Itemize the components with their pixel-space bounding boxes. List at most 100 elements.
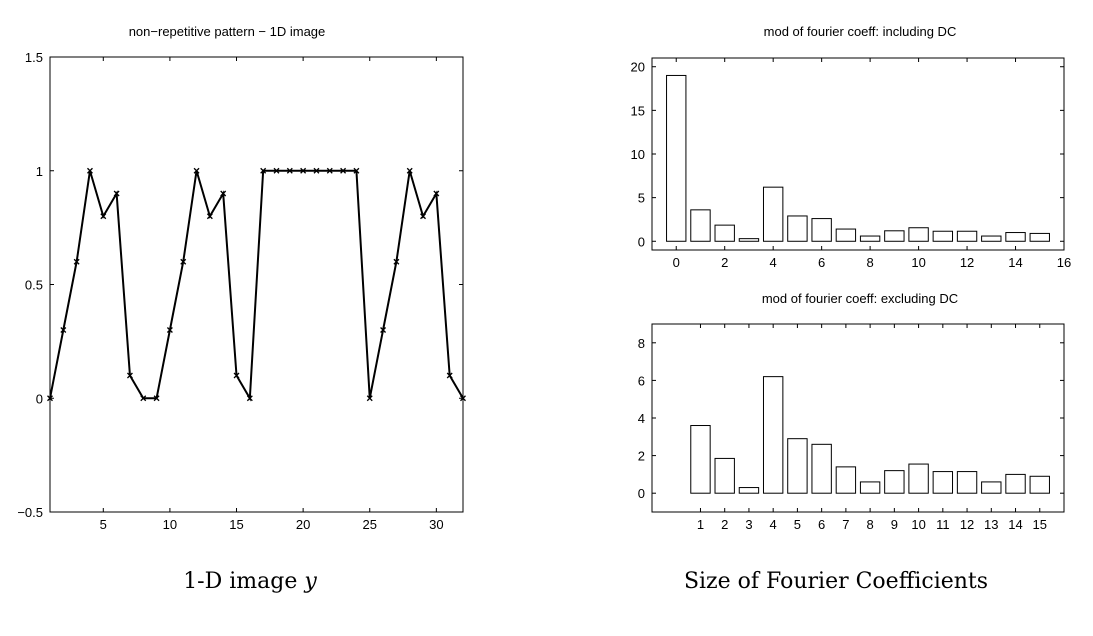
data-point: [220, 190, 227, 197]
bar: [859, 235, 881, 242]
x-tick-label: 10: [911, 517, 925, 532]
data-point: [326, 167, 333, 174]
bar-chart-including-dc-title: mod of fourier coeff: including DC: [764, 24, 957, 39]
line-chart-x-axis: 5 10 15 20 25 30: [100, 57, 444, 532]
data-point: [166, 327, 173, 333]
x-tick-label: 12: [960, 255, 974, 270]
data-point: [60, 327, 67, 333]
bar: [835, 228, 857, 242]
bar: [787, 215, 808, 242]
data-point: [153, 395, 160, 402]
x-tick-label: 14: [1008, 517, 1022, 532]
bar: [981, 235, 1002, 242]
bar-chart-including-dc-y-axis: 0 5 10 15 20: [631, 60, 1064, 249]
bar: [859, 481, 881, 494]
data-point: [366, 395, 373, 402]
x-tick-label: 1: [697, 517, 704, 532]
x-tick-label: 2: [721, 255, 728, 270]
bar: [738, 238, 760, 242]
y-tick-label: 0: [638, 486, 645, 501]
line-chart-1d-image: non−repetitive pattern − 1D image 5 10 15 2…: [17, 24, 466, 532]
bar: [908, 463, 929, 494]
x-tick-label: 30: [429, 517, 443, 532]
data-point: [286, 167, 293, 174]
data-point: [393, 258, 400, 265]
bar: [738, 487, 760, 494]
x-tick-label: 4: [770, 255, 777, 270]
bar: [932, 471, 954, 494]
data-point: [206, 213, 213, 220]
x-tick-label: 2: [721, 517, 728, 532]
bar: [714, 457, 735, 494]
data-point: [87, 167, 93, 174]
x-tick-label: 12: [960, 517, 974, 532]
y-tick-label: −0.5: [17, 505, 43, 520]
bar: [666, 74, 687, 242]
data-point: [353, 167, 360, 174]
bar-chart-excluding-dc-title: mod of fourier coeff: excluding DC: [762, 291, 958, 306]
bar-chart-including-dc: mod of fourier coeff: including DC 0 2 4 6 8…: [631, 24, 1072, 270]
y-tick-label: 0: [36, 391, 43, 406]
x-tick-label: 8: [867, 517, 874, 532]
bar: [787, 438, 808, 494]
data-point: [406, 167, 413, 174]
x-tick-label: 10: [911, 255, 925, 270]
x-tick-label: 25: [363, 517, 377, 532]
y-tick-label: 6: [638, 373, 645, 388]
line-chart-plot-area: [47, 167, 466, 402]
data-point: [260, 167, 267, 174]
left-caption: 1-D image y: [183, 569, 317, 594]
data-point: [380, 327, 387, 333]
line-chart-title: non−repetitive pattern − 1D image: [129, 24, 326, 39]
y-tick-label: 2: [638, 449, 645, 464]
x-tick-label: 16: [1057, 255, 1071, 270]
data-point: [100, 213, 107, 220]
y-tick-label: 4: [638, 411, 645, 426]
x-tick-label: 8: [867, 255, 874, 270]
bar: [811, 218, 832, 242]
data-point: [193, 167, 200, 174]
bar: [762, 376, 784, 494]
bar-chart-excluding-dc-frame: [651, 323, 1065, 513]
x-tick-label: 3: [745, 517, 752, 532]
data-point: [180, 258, 187, 265]
bar: [884, 230, 905, 242]
bar: [1005, 232, 1026, 242]
line-chart-y-axis: −0.5 0 0.5 1 1.5: [17, 50, 463, 520]
data-point: [300, 167, 307, 174]
x-tick-label: 5: [794, 517, 801, 532]
bar: [956, 471, 978, 494]
bar: [835, 466, 857, 494]
right-caption: Size of Fourier Coefficients: [684, 569, 988, 594]
bar-chart-excluding-dc-y-axis: 0 2 4 6 8: [638, 336, 1064, 501]
x-tick-label: 11: [936, 517, 950, 532]
data-point: [420, 213, 426, 220]
y-tick-label: 0.5: [25, 278, 43, 293]
x-tick-label: 20: [296, 517, 310, 532]
bar: [1029, 232, 1050, 242]
data-point: [340, 167, 347, 174]
bar-chart-including-dc-plot-area: [666, 74, 1050, 242]
y-tick-label: 5: [638, 191, 645, 206]
y-tick-label: 1.5: [25, 50, 43, 65]
bar: [1029, 475, 1050, 494]
data-point: [433, 190, 440, 197]
bar-chart-including-dc-x-axis: 0 2 4 6 8 10 12 14 16: [673, 58, 1071, 270]
y-tick-label: 10: [631, 147, 645, 162]
bar: [714, 224, 735, 242]
y-tick-label: 0: [638, 234, 645, 249]
bar: [981, 481, 1002, 494]
data-point: [113, 190, 120, 197]
bar: [690, 425, 711, 494]
y-tick-label: 20: [631, 60, 645, 75]
data-point: [460, 395, 466, 402]
data-point: [47, 395, 53, 402]
x-tick-label: 4: [770, 517, 777, 532]
bar-chart-excluding-dc-plot-area: [690, 376, 1050, 494]
y-tick-label: 15: [631, 103, 645, 118]
x-tick-label: 7: [842, 517, 849, 532]
bar: [690, 209, 711, 242]
bar: [884, 470, 905, 494]
data-point: [313, 167, 320, 174]
